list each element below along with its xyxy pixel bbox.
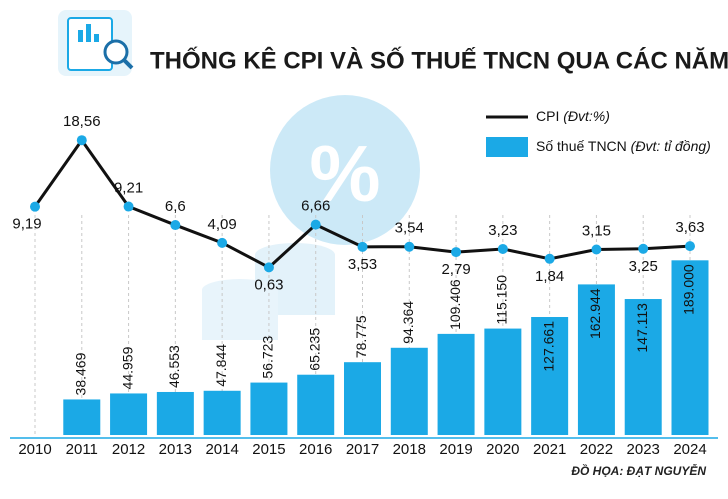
cpi-value-label: 1,84 — [535, 268, 564, 285]
cpi-point — [451, 247, 462, 258]
bar-value-label: 162.944 — [587, 288, 603, 339]
bar-value-label: 147.113 — [634, 303, 650, 353]
bar — [577, 284, 615, 435]
cpi-value-label: 6,66 — [301, 198, 330, 215]
bar — [297, 374, 335, 435]
x-tick-label: 2012 — [112, 441, 145, 458]
x-tick-label: 2011 — [66, 441, 98, 458]
cpi-value-label: 0,63 — [254, 276, 283, 293]
bar-value-label: 47.844 — [213, 344, 229, 387]
x-tick-label: 2019 — [439, 441, 472, 458]
bar-value-label: 78.775 — [353, 315, 369, 358]
cpi-value-label: 9,21 — [114, 180, 143, 197]
bar-value-label: 38.469 — [72, 352, 88, 395]
cpi-value-label: 3,53 — [348, 256, 377, 273]
bar — [344, 362, 381, 435]
bar-value-label: 189.000 — [681, 264, 697, 315]
bar — [624, 299, 662, 435]
cpi-point — [310, 219, 321, 230]
legend-label: Số thuế TNCN (Đvt: tỉ đồng) — [536, 138, 711, 154]
cpi-point — [404, 241, 415, 252]
x-tick-label: 2022 — [580, 441, 613, 458]
x-tick-label: 2010 — [18, 441, 51, 458]
legend-unit: (Đvt: tỉ đồng) — [631, 138, 711, 154]
legend-swatch — [486, 137, 528, 157]
bar-value-label: 115.150 — [494, 275, 510, 325]
decor: % — [202, 95, 420, 340]
cpi-value-label: 3,54 — [395, 220, 424, 237]
cpi-value-label: 3,23 — [488, 222, 517, 239]
cpi-point — [357, 241, 368, 252]
legend-name: Số thuế TNCN — [536, 138, 627, 154]
bar — [531, 317, 569, 435]
bar — [250, 382, 288, 435]
bar-value-label: 56.723 — [260, 336, 276, 379]
legend-name: CPI — [536, 108, 559, 124]
x-tick-label: 2018 — [393, 441, 426, 458]
cpi-point — [170, 220, 181, 231]
bar — [484, 328, 522, 435]
cpi-point — [638, 243, 649, 254]
cpi-value-label: 3,63 — [675, 219, 704, 236]
cpi-point — [76, 135, 87, 146]
icon — [58, 10, 134, 76]
x-tick-label: 2024 — [673, 441, 706, 458]
cpi-point — [544, 253, 555, 264]
bar-value-label: 109.406 — [447, 279, 463, 330]
cpi-value-label: 3,15 — [582, 222, 611, 239]
cpi-point — [497, 243, 508, 254]
bar-value-label: 127.661 — [540, 321, 556, 372]
cpi-point — [30, 201, 40, 212]
x-tick-label: 2023 — [627, 441, 660, 458]
bar — [437, 333, 475, 435]
legend-unit: (Đvt:%) — [563, 108, 610, 124]
bar — [110, 393, 148, 435]
bar — [390, 347, 428, 435]
cpi-point — [263, 262, 274, 273]
credit: ĐỒ HỌA: ĐẠT NGUYỄN — [571, 463, 706, 478]
bar-value-label: 65.235 — [306, 328, 322, 371]
cpi-value-label: 9,19 — [12, 216, 41, 233]
cpi-value-label: 4,09 — [208, 216, 237, 233]
chart-title: THỐNG KÊ CPI VÀ SỐ THUẾ TNCN QUA CÁC NĂM — [150, 46, 728, 74]
legend-label: CPI (Đvt:%) — [536, 108, 610, 124]
cpi-value-label: 6,6 — [165, 198, 186, 215]
cpi-point — [123, 201, 134, 212]
x-tick-label: 2020 — [486, 441, 519, 458]
bar-value-label: 94.364 — [400, 301, 416, 344]
x-tick-label: 2017 — [346, 441, 379, 458]
cpi-point — [591, 244, 602, 255]
x-tick-label: 2015 — [252, 441, 285, 458]
bar-value-label: 46.553 — [166, 345, 182, 388]
bar — [63, 399, 101, 435]
x-tick-label: 2016 — [299, 441, 332, 458]
cpi-value-label: 18,56 — [63, 113, 101, 130]
cpi-value-label: 3,25 — [629, 258, 658, 275]
cpi-point — [217, 237, 228, 248]
cpi-value-label: 2,79 — [441, 261, 470, 278]
bar — [156, 391, 194, 435]
bar — [203, 390, 241, 435]
svg-text:%: % — [309, 129, 380, 218]
bar — [671, 260, 709, 435]
x-tick-label: 2014 — [205, 441, 238, 458]
cpi-point — [685, 241, 695, 252]
x-tick-label: 2013 — [159, 441, 192, 458]
x-tick-label: 2021 — [533, 441, 566, 458]
bar-value-label: 44.959 — [119, 346, 135, 389]
